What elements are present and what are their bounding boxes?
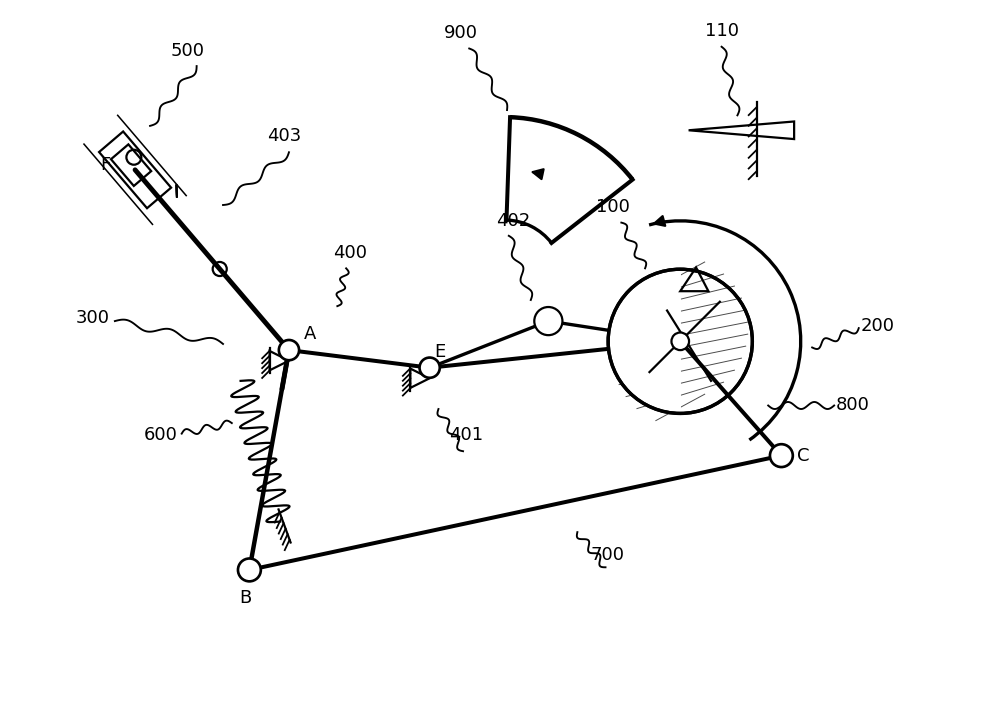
Text: D: D: [656, 319, 670, 337]
Text: 900: 900: [443, 24, 477, 43]
Text: 300: 300: [76, 308, 110, 327]
Circle shape: [279, 340, 299, 360]
Text: 402: 402: [496, 212, 530, 230]
Text: 200: 200: [861, 318, 895, 335]
Text: 110: 110: [705, 22, 739, 40]
Text: A: A: [304, 325, 316, 343]
Circle shape: [238, 559, 261, 581]
Text: E: E: [434, 342, 445, 361]
Text: 600: 600: [144, 426, 178, 445]
Circle shape: [770, 445, 793, 467]
Text: 700: 700: [590, 546, 624, 564]
Text: C: C: [797, 447, 810, 464]
Text: 800: 800: [836, 396, 870, 415]
Circle shape: [534, 307, 562, 335]
Circle shape: [671, 333, 689, 350]
Text: 100: 100: [596, 198, 629, 216]
Text: 500: 500: [171, 42, 205, 60]
Text: F: F: [100, 157, 110, 174]
Text: 401: 401: [450, 426, 484, 445]
Text: 400: 400: [334, 244, 368, 262]
Circle shape: [420, 357, 440, 378]
Text: B: B: [239, 589, 251, 608]
Text: 403: 403: [267, 127, 302, 145]
Polygon shape: [608, 269, 680, 413]
